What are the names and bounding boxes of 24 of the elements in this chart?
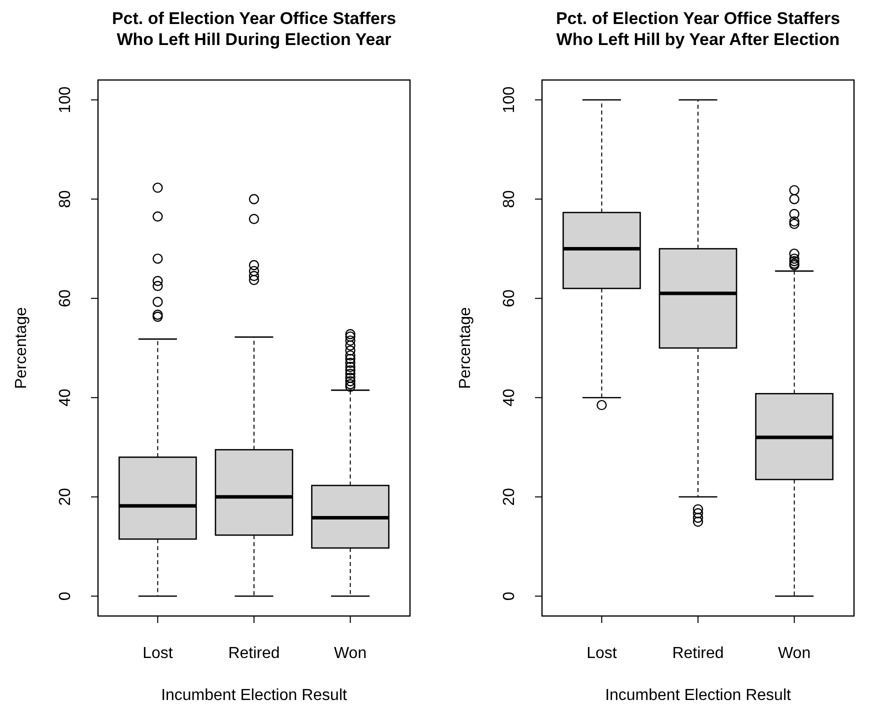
x-tick-label: Won [778,645,811,662]
y-tick-label: 0 [57,592,74,601]
chart-title: Pct. of Election Year Office Staffers Who Left Hill During Election Year [112,9,396,49]
x-tick-label: Retired [228,645,280,662]
y-tick-label: 60 [501,289,518,308]
x-tick-label: Won [334,645,367,662]
y-tick-label: 20 [501,488,518,506]
y-tick-label: 60 [57,289,74,308]
x-tick-label: Lost [586,645,618,662]
y-axis-title: Percentage [457,306,474,389]
y-tick-label: 20 [57,488,74,506]
x-tick-label: Lost [142,645,174,662]
y-tick-label: 0 [501,592,518,601]
y-tick-label: 100 [501,86,518,114]
x-axis-title: Incumbent Election Result [605,687,792,704]
x-tick-label: Retired [672,645,724,662]
y-tick-label: 80 [57,190,74,208]
chart-title: Pct. of Election Year Office Staffers Who Left Hill by Year After Election [556,9,840,49]
y-tick-label: 80 [501,190,518,208]
y-tick-label: 100 [57,86,74,114]
x-axis-title: Incumbent Election Result [161,687,348,704]
y-axis-title: Percentage [13,306,30,389]
y-tick-label: 40 [57,388,74,407]
y-tick-label: 40 [501,388,518,407]
